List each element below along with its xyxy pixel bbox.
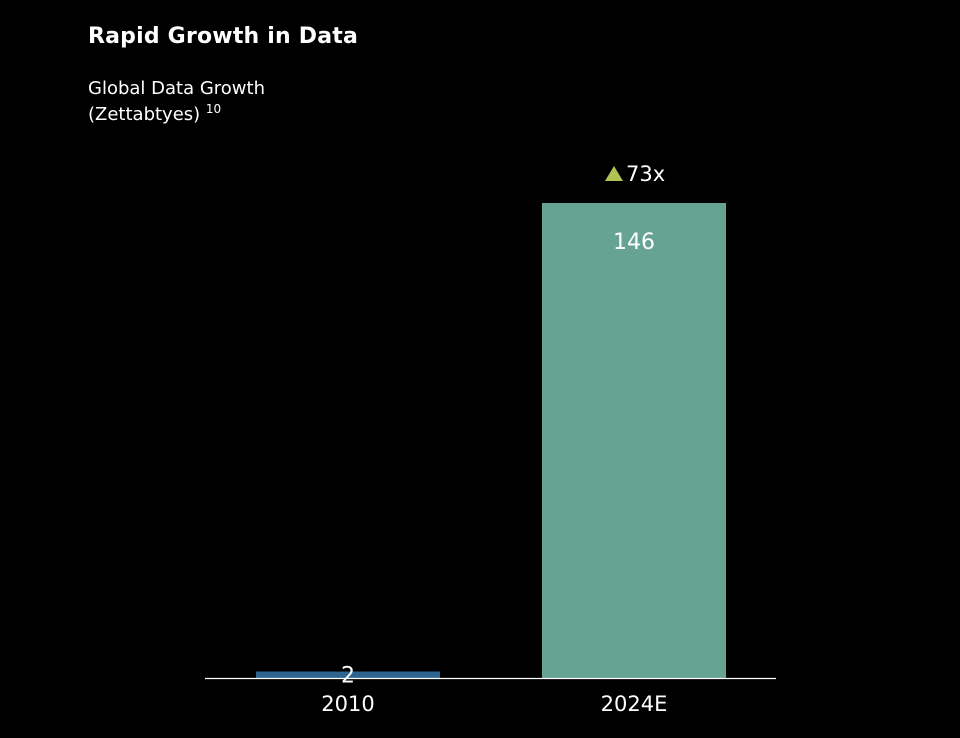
bar-value-label: 146 — [613, 230, 655, 255]
subtitle-line-1: Global Data Growth — [88, 78, 265, 99]
triangle-up-icon — [605, 166, 623, 181]
chart-subtitle: Global Data Growth (Zettabtyes) 10 — [88, 76, 265, 128]
chart-title: Rapid Growth in Data — [88, 24, 358, 49]
x-tick-label: 2010 — [321, 692, 374, 716]
bar-2010 — [256, 671, 440, 678]
bar-value-label: 2 — [341, 664, 355, 689]
bar-2024e — [542, 203, 726, 678]
x-tick-label: 2024E — [601, 692, 668, 716]
footnote-reference: 10 — [205, 102, 222, 116]
subtitle-unit: (Zettabtyes) — [88, 104, 201, 125]
growth-multiplier-label: 73x — [626, 162, 665, 186]
subtitle-line-2: (Zettabtyes) 10 — [88, 102, 265, 128]
